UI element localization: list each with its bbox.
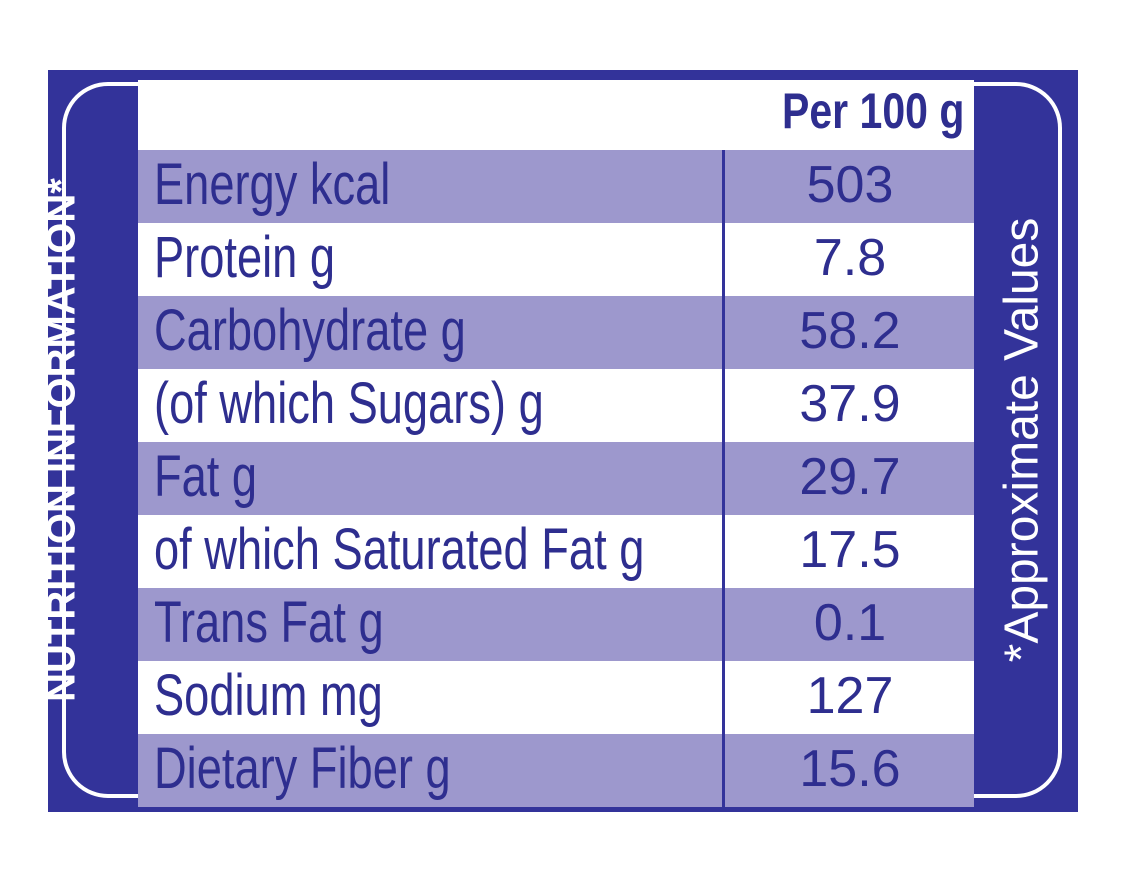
table-row: Fat g 29.7 (138, 442, 974, 515)
per-100g-header: Per 100 g (781, 83, 964, 139)
nutrient-name: (of which Sugars) g (154, 371, 544, 436)
nutrient-name: Dietary Fiber g (154, 736, 451, 801)
nutrient-value: 0.1 (813, 594, 887, 652)
nutrition-information-heading: NUTRITION INFORMATION* (39, 178, 84, 702)
nutrient-name: Energy kcal (154, 152, 391, 217)
nutrient-value: 29.7 (799, 448, 901, 506)
nutrient-name: of which Saturated Fat g (154, 517, 645, 582)
table-row: Protein g 7.8 (138, 223, 974, 296)
approximate-values-note: *Approximate Values (995, 217, 1049, 663)
table-row: Energy kcal 503 (138, 150, 974, 223)
table-row: (of which Sugars) g 37.9 (138, 369, 974, 442)
nutrient-name: Carbohydrate g (154, 298, 466, 363)
table-rows: Energy kcal 503 Protein g 7.8 Carbohydra… (138, 150, 974, 807)
nutrient-value: 37.9 (799, 375, 901, 433)
table-row: Trans Fat g 0.1 (138, 588, 974, 661)
column-divider (722, 150, 725, 807)
nutrient-value: 503 (806, 156, 894, 214)
nutrition-table: Per 100 g Energy kcal 503 Protein g 7.8 … (138, 80, 974, 807)
nutrient-name: Trans Fat g (154, 590, 384, 655)
nutrient-value: 127 (806, 667, 894, 725)
nutrient-value: 58.2 (799, 302, 901, 360)
table-row: Dietary Fiber g 15.6 (138, 734, 974, 807)
nutrient-name: Fat g (154, 444, 258, 509)
nutrient-name: Sodium mg (154, 663, 383, 728)
nutrient-value: 15.6 (799, 740, 901, 798)
nutrient-name: Protein g (154, 225, 336, 290)
nutrient-value: 17.5 (799, 521, 901, 579)
table-row: Sodium mg 127 (138, 661, 974, 734)
table-row: of which Saturated Fat g 17.5 (138, 515, 974, 588)
table-header: Per 100 g (138, 80, 974, 150)
table-row: Carbohydrate g 58.2 (138, 296, 974, 369)
nutrient-value: 7.8 (813, 229, 887, 287)
